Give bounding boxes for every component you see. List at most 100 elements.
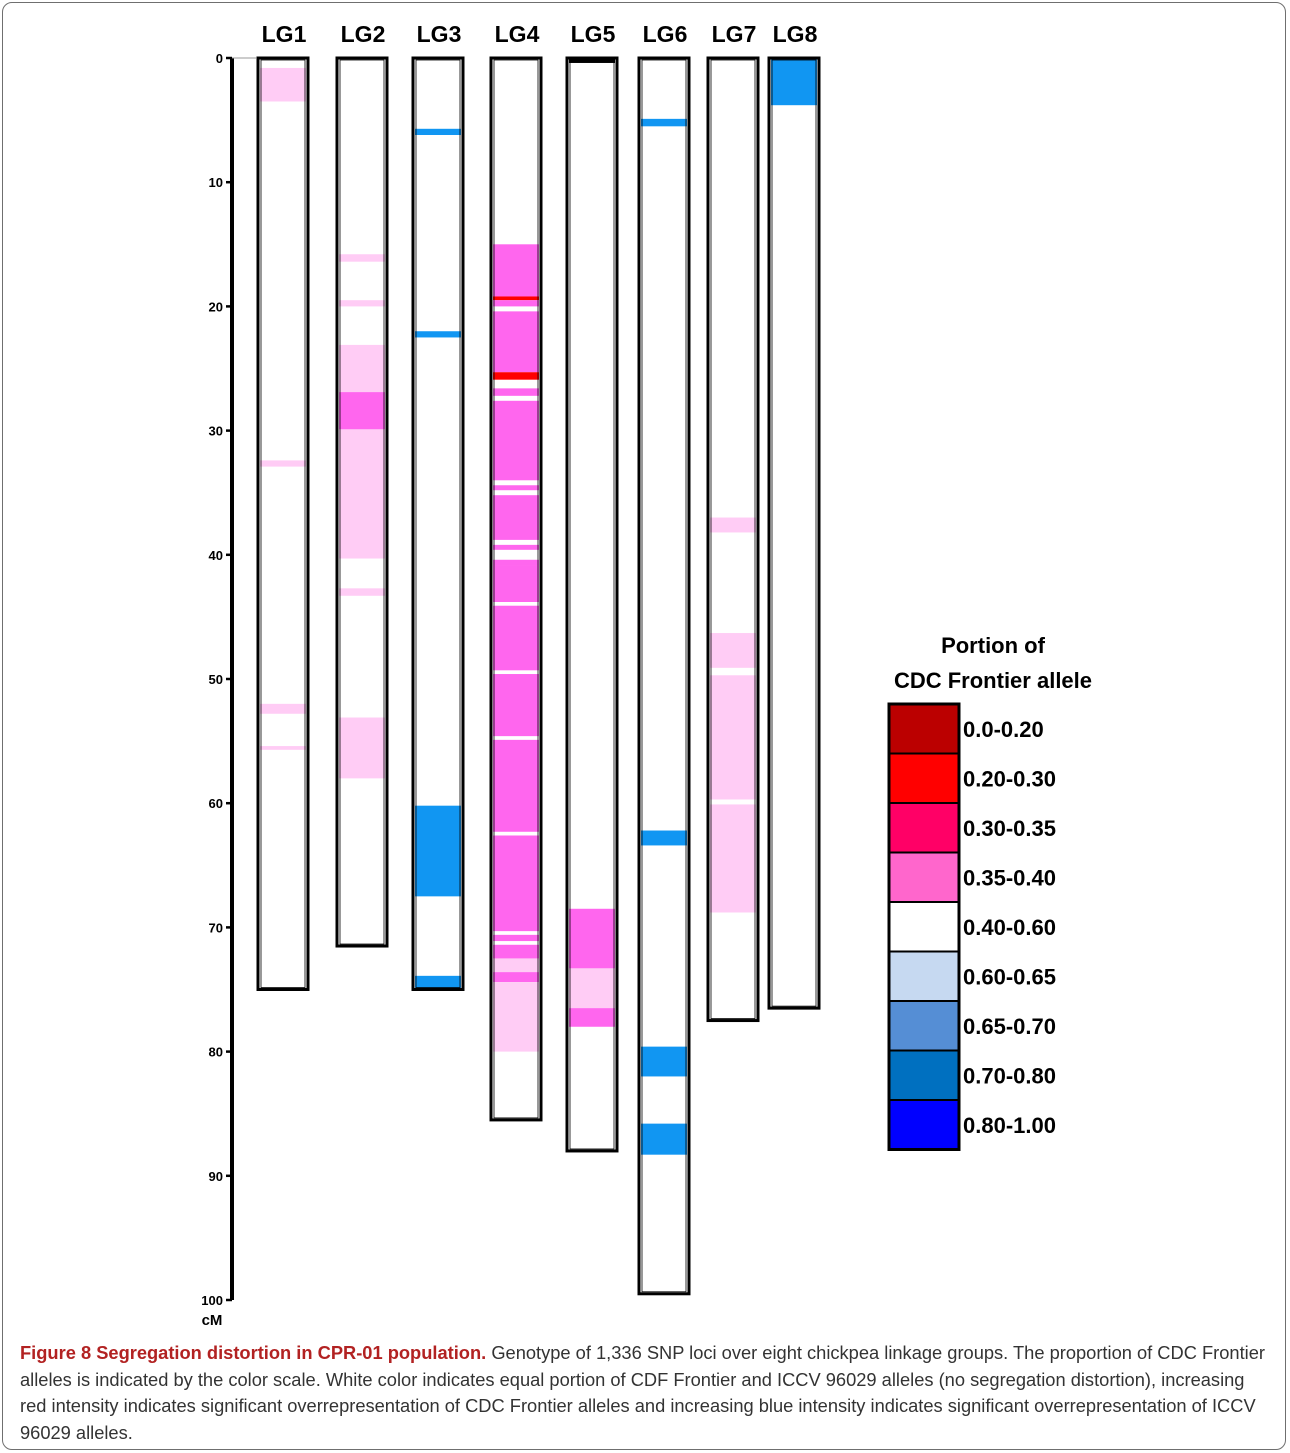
distortion-band bbox=[493, 244, 539, 297]
y-axis: 0 10 20 30 40 50 60 70 80 90 100 cM bbox=[201, 51, 256, 1329]
distortion-band bbox=[493, 972, 539, 983]
chromosome-inner-outline bbox=[260, 59, 306, 988]
distortion-band bbox=[493, 311, 539, 373]
linkage-group-label: LG1 bbox=[262, 21, 307, 47]
distortion-band bbox=[339, 392, 385, 430]
legend-swatch bbox=[888, 901, 960, 953]
distortion-band bbox=[260, 746, 306, 750]
axis-unit-label: cM bbox=[202, 1312, 223, 1329]
distortion-band bbox=[339, 717, 385, 779]
distortion-band bbox=[339, 588, 385, 596]
legend-swatch bbox=[888, 950, 960, 1002]
linkage-group-label: LG4 bbox=[495, 21, 540, 47]
distortion-band bbox=[339, 254, 385, 262]
linkage-group-lg7: LG7 bbox=[706, 21, 760, 1023]
legend-swatch bbox=[888, 1099, 960, 1151]
distortion-band bbox=[415, 128, 461, 136]
distortion-band bbox=[710, 633, 756, 668]
distortion-band bbox=[493, 372, 539, 380]
distortion-band bbox=[493, 544, 539, 550]
axis-tick-label: 50 bbox=[209, 672, 223, 687]
caption-label: Figure 8 bbox=[20, 1342, 92, 1363]
legend-swatch bbox=[888, 703, 960, 755]
distortion-band bbox=[493, 388, 539, 396]
distortion-band bbox=[493, 565, 539, 602]
linkage-group-lg1: LG1 bbox=[256, 21, 310, 991]
axis-tick-label: 60 bbox=[209, 796, 223, 811]
distortion-band bbox=[493, 605, 539, 671]
chromosome-outline bbox=[637, 56, 691, 1296]
axis-tick-label: 70 bbox=[209, 920, 223, 935]
distortion-band bbox=[493, 495, 539, 540]
distortion-band bbox=[641, 1123, 687, 1155]
caption-title: Segregation distortion in CPR-01 populat… bbox=[96, 1342, 487, 1363]
legend-label: 0.70-0.80 bbox=[963, 1063, 1056, 1088]
chromosome-body bbox=[258, 58, 308, 990]
distortion-band bbox=[493, 559, 539, 566]
distortion-band bbox=[493, 400, 539, 481]
legend: Portion of CDC Frontier allele 0.0-0.20 0.2… bbox=[887, 633, 1092, 1151]
chromosome-outline bbox=[256, 56, 310, 991]
legend-label: 0.40-0.60 bbox=[963, 915, 1056, 940]
legend-swatch bbox=[888, 802, 960, 854]
chromosome-outline bbox=[489, 56, 543, 1122]
chromosome-outline bbox=[335, 56, 389, 948]
legend-outline bbox=[887, 702, 961, 1151]
linkage-map-figure: 0 10 20 30 40 50 60 70 80 90 100 cM LG1 LG2 LG3 LG4 LG5… bbox=[201, 21, 1092, 1329]
legend-swatch bbox=[888, 1049, 960, 1101]
linkage-group-lg6: LG6 bbox=[637, 21, 691, 1296]
caption-body: Genotype of 1,336 SNP loci over eight ch… bbox=[20, 1342, 1265, 1443]
distortion-band bbox=[493, 300, 539, 307]
chromosome-outline bbox=[706, 56, 760, 1023]
linkage-group-lg8: LG8 bbox=[767, 21, 821, 1010]
axis-tick-label: 0 bbox=[216, 51, 223, 66]
figure-caption: Figure 8 Segregation distortion in CPR-0… bbox=[20, 1340, 1272, 1446]
linkage-group-label: LG5 bbox=[571, 21, 616, 47]
axis-tick-label: 100 bbox=[201, 1293, 223, 1308]
distortion-band bbox=[415, 331, 461, 338]
distortion-band bbox=[710, 517, 756, 533]
legend-swatch bbox=[888, 752, 960, 804]
chromosome-outline bbox=[767, 56, 821, 1010]
distortion-band bbox=[493, 835, 539, 932]
distortion-band bbox=[569, 58, 615, 63]
chromosome-outline bbox=[565, 56, 619, 1153]
distortion-band bbox=[710, 804, 756, 913]
linkage-group-label: LG2 bbox=[341, 21, 386, 47]
distortion-band bbox=[493, 485, 539, 491]
linkage-groups: LG1 LG2 LG3 LG4 LG5 LG6 LG7 LG8 bbox=[256, 21, 821, 1296]
chromosome-inner-outline bbox=[569, 59, 615, 1150]
distortion-band bbox=[641, 830, 687, 846]
distortion-band bbox=[493, 944, 539, 959]
distortion-band bbox=[415, 975, 461, 990]
linkage-group-lg3: LG3 bbox=[411, 21, 465, 991]
chromosome-inner-outline bbox=[415, 59, 461, 988]
distortion-band bbox=[569, 908, 615, 969]
linkage-group-lg5: LG5 bbox=[565, 21, 619, 1153]
chromosome-outline bbox=[411, 56, 465, 991]
axis-tick-label: 40 bbox=[209, 548, 223, 563]
chromosome-body bbox=[769, 58, 819, 1009]
linkage-group-label: LG8 bbox=[773, 21, 818, 47]
axis-tick-label: 90 bbox=[209, 1169, 223, 1184]
distortion-band bbox=[260, 460, 306, 467]
distortion-band bbox=[415, 805, 461, 897]
axis-tick-label: 80 bbox=[209, 1045, 223, 1060]
linkage-group-lg2: LG2 bbox=[335, 21, 389, 948]
distortion-band bbox=[339, 344, 385, 393]
distortion-band bbox=[339, 429, 385, 559]
legend-swatch bbox=[888, 1000, 960, 1052]
legend-title-line-1: Portion of bbox=[941, 633, 1046, 658]
linkage-group-lg4: LG4 bbox=[489, 21, 543, 1122]
distortion-band bbox=[493, 296, 539, 301]
distortion-band bbox=[569, 1008, 615, 1027]
chromosome-inner-outline bbox=[710, 59, 756, 1019]
linkage-group-label: LG7 bbox=[712, 21, 757, 47]
axis-tick-label: 30 bbox=[209, 424, 223, 439]
distortion-band bbox=[493, 958, 539, 973]
chromosome-body bbox=[639, 58, 689, 1294]
legend-label: 0.20-0.30 bbox=[963, 766, 1056, 791]
axis-tick-label: 20 bbox=[209, 299, 223, 314]
distortion-band bbox=[641, 1046, 687, 1077]
